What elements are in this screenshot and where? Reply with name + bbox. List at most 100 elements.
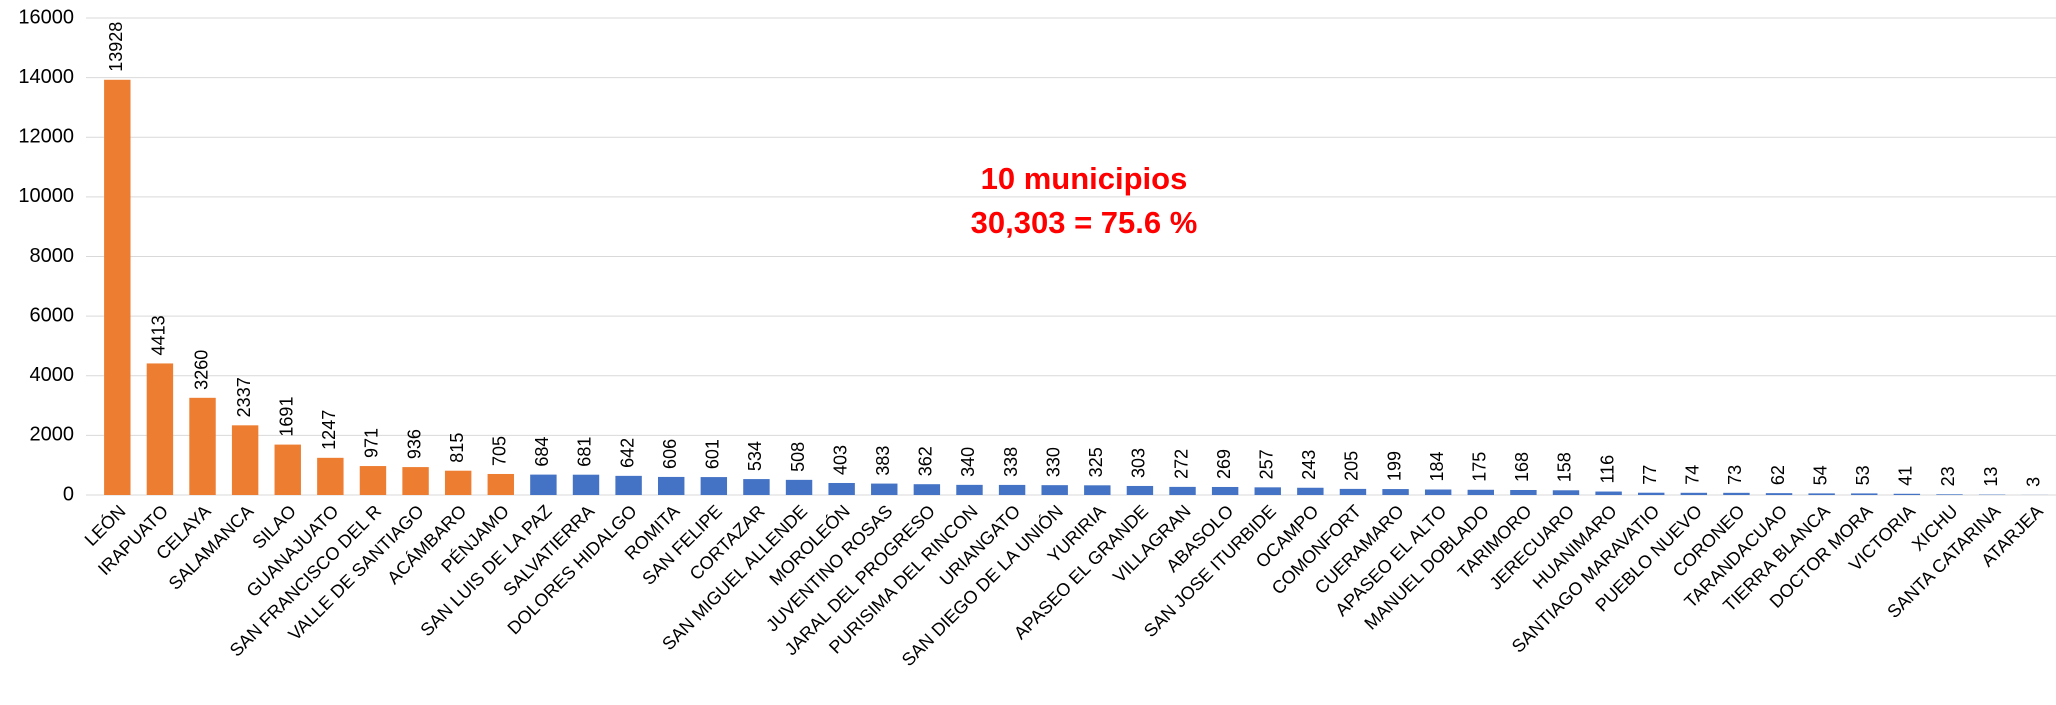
data-label: 1691 <box>276 397 296 437</box>
bar <box>275 445 301 495</box>
bar <box>573 475 599 495</box>
data-label: 338 <box>1001 447 1021 477</box>
data-label: 325 <box>1086 447 1106 477</box>
bar <box>147 363 173 495</box>
annotation: 10 municipios <box>981 161 1188 196</box>
data-label: 3 <box>2023 477 2043 487</box>
bar <box>1808 493 1834 495</box>
bar <box>1212 487 1238 495</box>
bar <box>743 479 769 495</box>
data-label: 303 <box>1129 448 1149 478</box>
bar <box>1084 485 1110 495</box>
bar <box>189 398 215 495</box>
bar <box>1041 485 1067 495</box>
data-label: 53 <box>1853 465 1873 485</box>
bar <box>1169 487 1195 495</box>
bar <box>445 471 471 495</box>
data-label: 257 <box>1256 449 1276 479</box>
data-label: 2337 <box>234 377 254 417</box>
bar <box>1340 489 1366 495</box>
bar <box>104 80 130 495</box>
data-label: 41 <box>1896 466 1916 486</box>
bar <box>1553 490 1579 495</box>
bar <box>828 483 854 495</box>
bar <box>530 475 556 495</box>
data-label: 13 <box>1981 467 2001 487</box>
bar <box>232 425 258 495</box>
data-label: 936 <box>404 429 424 459</box>
bar <box>701 477 727 495</box>
y-tick-label: 4000 <box>30 364 75 386</box>
bar <box>1851 493 1877 495</box>
bar <box>786 480 812 495</box>
bar <box>1255 487 1281 495</box>
data-label: 606 <box>660 439 680 469</box>
data-label: 73 <box>1725 465 1745 485</box>
bar <box>360 466 386 495</box>
bar <box>1894 494 1920 495</box>
data-label: 601 <box>703 439 723 469</box>
data-label: 705 <box>490 436 510 466</box>
data-label: 62 <box>1768 465 1788 485</box>
data-label: 534 <box>745 441 765 471</box>
y-tick-label: 8000 <box>30 245 75 267</box>
data-label: 684 <box>532 437 552 467</box>
bar <box>658 477 684 495</box>
data-label: 269 <box>1214 449 1234 479</box>
data-label: 403 <box>830 445 850 475</box>
data-label: 168 <box>1512 452 1532 482</box>
data-label: 4413 <box>149 315 169 355</box>
data-label: 54 <box>1810 465 1830 485</box>
bar <box>1936 494 1962 495</box>
data-label: 971 <box>362 428 382 458</box>
data-label: 199 <box>1384 451 1404 481</box>
data-label: 272 <box>1171 449 1191 479</box>
bar <box>914 484 940 495</box>
data-label: 3260 <box>191 350 211 390</box>
y-tick-label: 0 <box>63 483 74 505</box>
bar <box>1766 493 1792 495</box>
bar <box>1638 493 1664 495</box>
data-label: 642 <box>617 438 637 468</box>
y-tick-label: 14000 <box>18 66 74 88</box>
bar <box>317 458 343 495</box>
data-label: 74 <box>1683 465 1703 485</box>
y-tick-label: 2000 <box>30 424 75 446</box>
data-label: 340 <box>958 447 978 477</box>
data-label: 815 <box>447 433 467 463</box>
data-label: 330 <box>1043 447 1063 477</box>
data-label: 383 <box>873 446 893 476</box>
data-label: 158 <box>1555 452 1575 482</box>
data-label: 175 <box>1470 452 1490 482</box>
y-tick-label: 12000 <box>18 126 74 148</box>
y-tick-label: 6000 <box>30 304 75 326</box>
y-tick-label: 10000 <box>18 185 74 207</box>
bar <box>956 485 982 495</box>
data-label: 77 <box>1640 465 1660 485</box>
bar <box>871 484 897 495</box>
bar <box>1723 493 1749 495</box>
bar <box>1468 490 1494 495</box>
data-label: 13928 <box>106 22 126 72</box>
bar <box>1681 493 1707 495</box>
data-label: 362 <box>916 446 936 476</box>
data-label: 1247 <box>319 410 339 450</box>
bar <box>999 485 1025 495</box>
bar <box>1425 490 1451 495</box>
bar <box>488 474 514 495</box>
data-label: 205 <box>1342 451 1362 481</box>
data-label: 243 <box>1299 450 1319 480</box>
bar <box>1510 490 1536 495</box>
data-label: 116 <box>1597 455 1617 484</box>
y-tick-label: 16000 <box>18 6 74 28</box>
bar <box>402 467 428 495</box>
data-label: 23 <box>1938 466 1958 486</box>
bar <box>1595 492 1621 495</box>
bar <box>1297 488 1323 495</box>
bar <box>615 476 641 495</box>
data-label: 681 <box>575 437 595 467</box>
bar <box>1127 486 1153 495</box>
data-label: 184 <box>1427 451 1447 481</box>
data-label: 508 <box>788 442 808 472</box>
